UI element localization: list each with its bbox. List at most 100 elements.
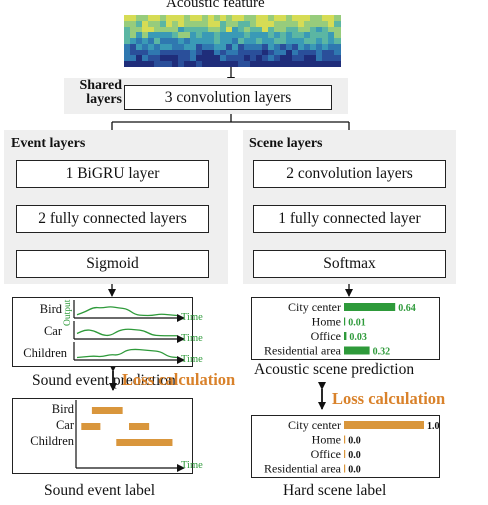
loss-label-event: Loss calculation (122, 370, 236, 389)
heatmap-cell (226, 49, 233, 56)
heatmap-cell (130, 55, 137, 62)
scene-pred-bar (344, 303, 396, 311)
heatmap-cell (268, 15, 275, 22)
event-label-bar-bird (91, 407, 123, 414)
heatmap-cell (214, 20, 221, 28)
heatmap-cell (304, 26, 311, 33)
event-pred-class-bird: Bird (39, 302, 62, 316)
heatmap-cell (148, 55, 155, 62)
heatmap-cell (160, 43, 167, 51)
shared-conv-layer: 3 convolution layers (124, 85, 332, 110)
heatmap-cell (214, 61, 221, 68)
heatmap-cell (142, 15, 149, 22)
heatmap-cell (202, 38, 209, 45)
heatmap-cell (334, 38, 341, 45)
heatmap-cell (226, 32, 233, 39)
heatmap-cell (214, 15, 221, 22)
heatmap-cell (310, 61, 317, 68)
heatmap-cell (154, 38, 161, 45)
heatmap-cell (220, 20, 227, 28)
heatmap-cell (250, 15, 257, 22)
heatmap-cell (226, 38, 233, 45)
heatmap-cell (250, 43, 257, 51)
heatmap-cell (244, 15, 251, 22)
heatmap-cell (298, 55, 305, 62)
heatmap-cell (328, 20, 335, 28)
heatmap-cell (136, 55, 143, 62)
heatmap-cell (268, 38, 275, 45)
heatmap-cell (136, 15, 143, 22)
heatmap-cell (292, 38, 299, 45)
heatmap-cell (190, 20, 197, 28)
heatmap-cell (322, 32, 329, 39)
heatmap-cell (328, 43, 335, 51)
heatmap-cell (220, 49, 227, 56)
event-pred-curve-car (76, 328, 177, 337)
heatmap-cell (184, 38, 191, 45)
heatmap-cell (172, 15, 179, 22)
event-label-bar-car (129, 423, 150, 430)
heatmap-cell (286, 61, 293, 68)
heatmap-cell (256, 38, 263, 45)
event-label-bar-children (116, 439, 173, 446)
heatmap-cell (262, 55, 269, 62)
heatmap-cell (124, 49, 131, 56)
scene-pred-value-label: 0.01 (348, 318, 366, 329)
heatmap-cell (136, 32, 143, 39)
heatmap-cell (166, 55, 173, 62)
heatmap-cell (130, 20, 137, 28)
scene-label-class-label: City center (288, 418, 341, 432)
heatmap-cell (130, 49, 137, 56)
heatmap-cell (154, 32, 161, 39)
heatmap-cell (262, 26, 269, 33)
heatmap-cell (286, 49, 293, 56)
heatmap-cell (196, 43, 203, 51)
heatmap-cell (274, 61, 281, 68)
event-prediction-caption: Sound event prediction (32, 372, 176, 389)
heatmap-cell (232, 20, 239, 28)
heatmap-cell (280, 20, 287, 28)
heatmap-cell (160, 15, 167, 22)
heatmap-cell (322, 15, 329, 22)
heatmap-cell (280, 26, 287, 33)
scene-pred-value-label: 0.64 (398, 303, 416, 314)
heatmap-cell (178, 55, 185, 62)
heatmap-cell (328, 55, 335, 62)
heatmap-cell (274, 26, 281, 33)
heatmap-cell (292, 15, 299, 22)
scene-pred-bar (344, 332, 347, 340)
heatmap-cell (196, 15, 203, 22)
heatmap-cell (172, 43, 179, 51)
heatmap-cell (328, 38, 335, 45)
heatmap-cell (310, 38, 317, 45)
heatmap-cell (142, 32, 149, 39)
heatmap-cell (250, 55, 257, 62)
heatmap-cell (166, 43, 173, 51)
heatmap-cell (166, 20, 173, 28)
heatmap-cell (274, 55, 281, 62)
heatmap-cell (130, 32, 137, 39)
heatmap-cell (274, 38, 281, 45)
heatmap-cell (334, 32, 341, 39)
heatmap-cell (280, 61, 287, 68)
event-prediction-plot (12, 297, 193, 367)
heatmap-cell (184, 49, 191, 56)
heatmap-cell (166, 49, 173, 56)
heatmap-cell (232, 26, 239, 33)
heatmap-cell (184, 61, 191, 68)
scene-pred-class-label: Office (311, 329, 341, 343)
heatmap-cell (148, 38, 155, 45)
heatmap-cell (298, 20, 305, 28)
scene-label-value-label: 0.0 (348, 436, 361, 447)
heatmap-cell (160, 55, 167, 62)
heatmap-cell (184, 15, 191, 22)
heatmap-cell (184, 55, 191, 62)
heatmap-cell (316, 61, 323, 68)
heatmap-cell (130, 15, 137, 22)
heatmap-cell (268, 32, 275, 39)
heatmap-cell (286, 20, 293, 28)
heatmap-cell (238, 61, 245, 68)
heatmap-cell (238, 26, 245, 33)
heatmap-cell (298, 32, 305, 39)
